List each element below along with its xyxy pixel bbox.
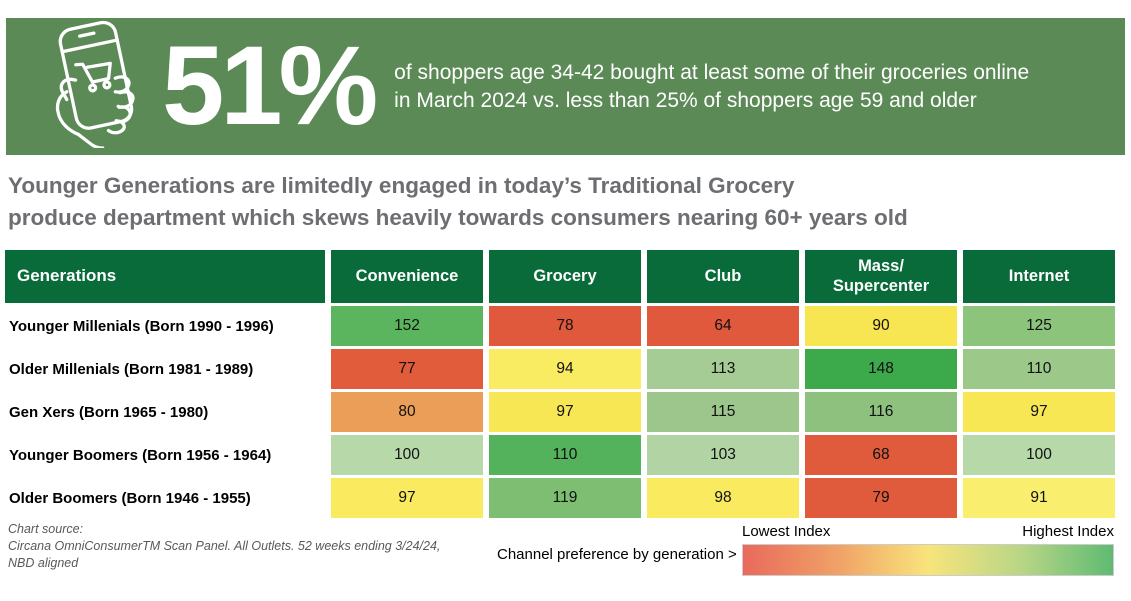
heatmap-cell: 78 [489, 306, 641, 346]
heatmap-cell: 116 [805, 392, 957, 432]
heatmap-cell: 148 [805, 349, 957, 389]
column-header-generations: Generations [5, 250, 325, 303]
heatmap-cell: 97 [489, 392, 641, 432]
heatmap-cell: 91 [963, 478, 1115, 518]
column-header-club: Club [647, 250, 799, 303]
heatmap-cell: 97 [331, 478, 483, 518]
chart-caption: Channel preference by generation > [497, 546, 737, 563]
row-label: Younger Boomers (Born 1956 - 1964) [5, 435, 325, 475]
phone-shopping-icon [28, 20, 156, 153]
heatmap-cell: 125 [963, 306, 1115, 346]
heatmap-cell: 94 [489, 349, 641, 389]
row-label: Older Millenials (Born 1981 - 1989) [5, 349, 325, 389]
heatmap-table: Generations Convenience Grocery Club Mas… [5, 250, 1115, 518]
chart-source-text: Circana OmniConsumerTM Scan Panel. All O… [8, 538, 441, 570]
heatmap-cell: 64 [647, 306, 799, 346]
chart-source: Chart source: Circana OmniConsumerTM Sca… [8, 521, 440, 572]
heatmap-row: Older Boomers (Born 1946 - 1955) 97 119 98 7… [5, 478, 1115, 518]
legend-gradient-bar [742, 544, 1114, 576]
heatmap-cell: 79 [805, 478, 957, 518]
heatmap-cell: 97 [963, 392, 1115, 432]
heatmap-cell: 152 [331, 306, 483, 346]
stat-banner: 51% of shoppers age 34-42 bought at leas… [6, 18, 1125, 155]
chart-source-label: Chart source: [8, 522, 84, 536]
row-label: Gen Xers (Born 1965 - 1980) [5, 392, 325, 432]
column-header-grocery: Grocery [489, 250, 641, 303]
row-label: Older Boomers (Born 1946 - 1955) [5, 478, 325, 518]
heatmap-cell: 80 [331, 392, 483, 432]
heatmap-body: Younger Millenials (Born 1990 - 1996) 152… [5, 306, 1115, 518]
heatmap-row: Gen Xers (Born 1965 - 1980) 80 97 115 116 97 [5, 392, 1115, 432]
heatmap-cell: 115 [647, 392, 799, 432]
legend-labels: Lowest Index Highest Index [742, 523, 1114, 540]
heatmap-row: Younger Boomers (Born 1956 - 1964) 100 110… [5, 435, 1115, 475]
legend-low-label: Lowest Index [742, 523, 831, 540]
heatmap-cell: 103 [647, 435, 799, 475]
index-legend: Lowest Index Highest Index [742, 523, 1114, 576]
heatmap-row: Younger Millenials (Born 1990 - 1996) 152… [5, 306, 1115, 346]
legend-high-label: Highest Index [1022, 523, 1114, 540]
heatmap-cell: 110 [489, 435, 641, 475]
heatmap-cell: 68 [805, 435, 957, 475]
heatmap-cell: 98 [647, 478, 799, 518]
column-header-convenience: Convenience [331, 250, 483, 303]
heatmap-cell: 119 [489, 478, 641, 518]
stat-value: 51% [162, 23, 378, 149]
heatmap-cell: 100 [963, 435, 1115, 475]
column-header-mass-supercenter: Mass/ Supercenter [805, 250, 957, 303]
headline: Younger Generations are limitedly engage… [8, 173, 908, 230]
heatmap-cell: 90 [805, 306, 957, 346]
row-label: Younger Millenials (Born 1990 - 1996) [5, 306, 325, 346]
heatmap-row: Older Millenials (Born 1981 - 1989) 77 94 1… [5, 349, 1115, 389]
stat-description: of shoppers age 34-42 bought at least so… [394, 60, 1030, 112]
heatmap-cell: 77 [331, 349, 483, 389]
column-header-internet: Internet [963, 250, 1115, 303]
heatmap-cell: 110 [963, 349, 1115, 389]
heatmap-header-row: Generations Convenience Grocery Club Mas… [5, 250, 1115, 303]
heatmap-cell: 100 [331, 435, 483, 475]
heatmap-cell: 113 [647, 349, 799, 389]
